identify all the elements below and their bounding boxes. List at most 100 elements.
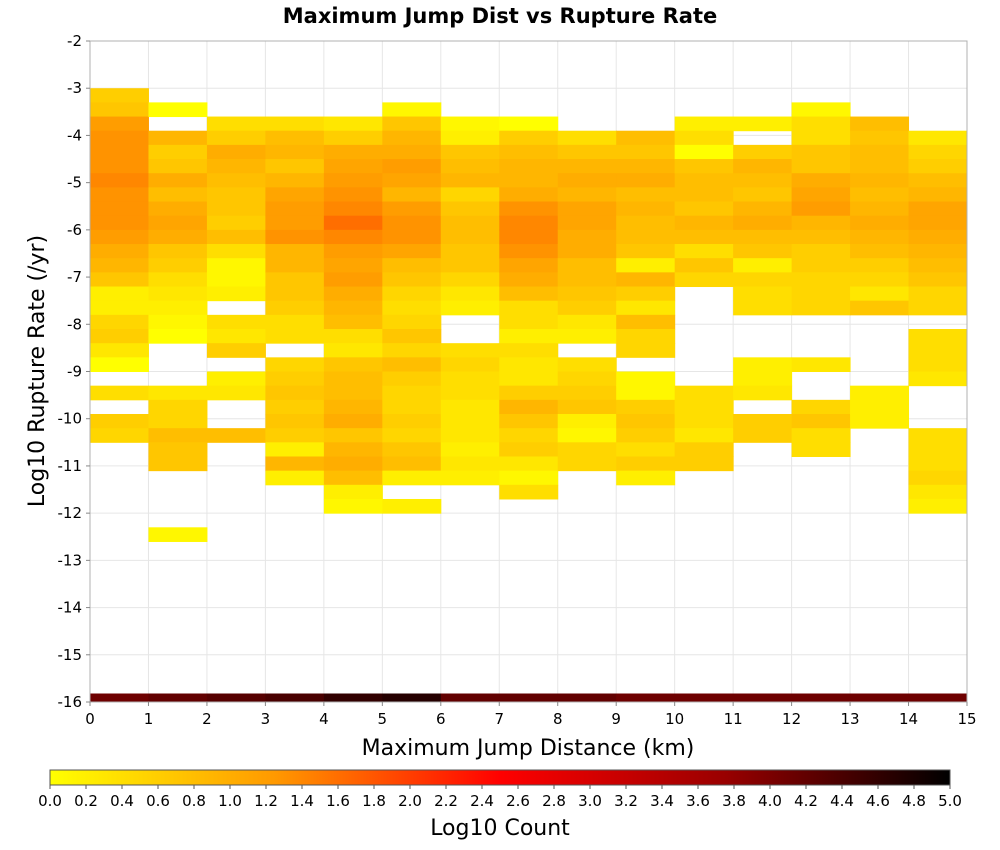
heatmap-cell xyxy=(265,286,325,302)
colorbar-tick-label: 0.4 xyxy=(110,792,134,810)
heatmap-cell xyxy=(148,428,208,443)
heatmap-cell xyxy=(674,229,734,245)
heatmap-cell xyxy=(90,187,149,203)
strip-cell xyxy=(148,693,208,702)
heatmap-cell xyxy=(499,357,559,372)
heatmap-cell xyxy=(323,173,383,188)
heatmap-cell xyxy=(323,371,383,387)
heatmap-cell xyxy=(499,329,559,344)
strip-cell xyxy=(674,693,734,702)
strip-cell xyxy=(323,693,383,702)
heatmap-cell xyxy=(616,258,676,273)
heatmap-cell xyxy=(382,229,442,245)
x-tick-label: 4 xyxy=(319,710,329,728)
heatmap-cell xyxy=(148,329,208,344)
heatmap-cell xyxy=(440,130,500,146)
heatmap-cell xyxy=(90,272,149,288)
heatmap-cell xyxy=(733,244,793,259)
x-tick-label: 9 xyxy=(611,710,621,728)
heatmap-cell xyxy=(206,258,266,273)
heatmap-cell xyxy=(90,385,149,401)
heatmap-cell xyxy=(850,244,910,259)
heatmap-cell xyxy=(90,343,149,358)
heatmap-cell xyxy=(323,187,383,203)
heatmap-cell xyxy=(440,144,500,160)
heatmap-cell xyxy=(616,229,676,245)
heatmap-cell xyxy=(616,385,676,401)
heatmap-cell xyxy=(440,159,500,174)
heatmap-cell xyxy=(382,159,442,174)
heatmap-cell xyxy=(323,314,383,330)
heatmap-cell xyxy=(148,130,208,146)
heatmap-cell xyxy=(148,442,208,457)
heatmap-cell xyxy=(791,102,851,118)
heatmap-cell xyxy=(206,314,266,330)
colorbar-tick-label: 2.2 xyxy=(434,792,458,810)
heatmap-cell xyxy=(850,300,910,316)
heatmap-cell xyxy=(382,102,442,118)
heatmap-cell xyxy=(206,144,266,160)
heatmap-cell xyxy=(382,329,442,344)
heatmap-cell xyxy=(440,428,500,443)
heatmap-cell xyxy=(557,229,617,245)
heatmap-cell xyxy=(440,442,500,457)
heatmap-cell xyxy=(382,187,442,203)
heatmap-cell xyxy=(90,116,149,132)
x-tick-label: 7 xyxy=(494,710,504,728)
heatmap-cell xyxy=(499,201,559,217)
heatmap-cell xyxy=(206,428,266,443)
heatmap-cell xyxy=(499,456,559,472)
heatmap-cell xyxy=(382,244,442,259)
heatmap-cell xyxy=(323,144,383,160)
heatmap-cell xyxy=(733,215,793,231)
strip-cell xyxy=(850,693,910,702)
heatmap-cell xyxy=(733,229,793,245)
y-tick-label: -9 xyxy=(67,363,82,381)
heatmap-cell xyxy=(382,314,442,330)
heatmap-cell xyxy=(908,470,968,486)
heatmap-cell xyxy=(616,371,676,387)
heatmap-cell xyxy=(323,484,383,500)
heatmap-cell xyxy=(616,244,676,259)
heatmap-cell xyxy=(90,258,149,273)
heatmap-cell xyxy=(90,314,149,330)
heatmap-cell xyxy=(674,201,734,217)
heatmap-cell xyxy=(148,385,208,401)
heatmap-cell xyxy=(850,272,910,288)
heatmap-cell xyxy=(382,442,442,457)
colorbar-tick-label: 1.6 xyxy=(326,792,350,810)
heatmap-cell xyxy=(733,173,793,188)
bottom-strip xyxy=(90,693,968,702)
heatmap-cell xyxy=(265,258,325,273)
heatmap-cell xyxy=(265,300,325,316)
heatmap-cell xyxy=(850,286,910,302)
x-tick-label: 5 xyxy=(378,710,388,728)
heatmap-cell xyxy=(733,272,793,288)
heatmap-cell xyxy=(382,385,442,401)
heatmap-cell xyxy=(323,215,383,231)
heatmap-cell xyxy=(674,187,734,203)
heatmap-cell xyxy=(440,187,500,203)
colorbar-tick-label: 0.8 xyxy=(182,792,206,810)
heatmap-cell xyxy=(791,130,851,146)
heatmap-cell xyxy=(557,456,617,472)
heatmap-cell xyxy=(148,399,208,415)
x-tick-label: 8 xyxy=(553,710,563,728)
strip-cell xyxy=(265,693,325,702)
heatmap-cell xyxy=(382,201,442,217)
heatmap-cell xyxy=(148,173,208,188)
heatmap-cell xyxy=(323,343,383,358)
heatmap-cell xyxy=(265,314,325,330)
heatmap-cell xyxy=(265,144,325,160)
heatmap-cell xyxy=(440,229,500,245)
heatmap-cell xyxy=(382,215,442,231)
heatmap-cell xyxy=(265,470,325,486)
heatmap-cell xyxy=(265,428,325,443)
heatmap-cell xyxy=(382,371,442,387)
heatmap-cell xyxy=(908,201,968,217)
heatmap-cell xyxy=(557,159,617,174)
heatmap-cell xyxy=(908,215,968,231)
heatmap-cell xyxy=(499,385,559,401)
heatmap-cell xyxy=(265,371,325,387)
heatmap-cell xyxy=(557,272,617,288)
